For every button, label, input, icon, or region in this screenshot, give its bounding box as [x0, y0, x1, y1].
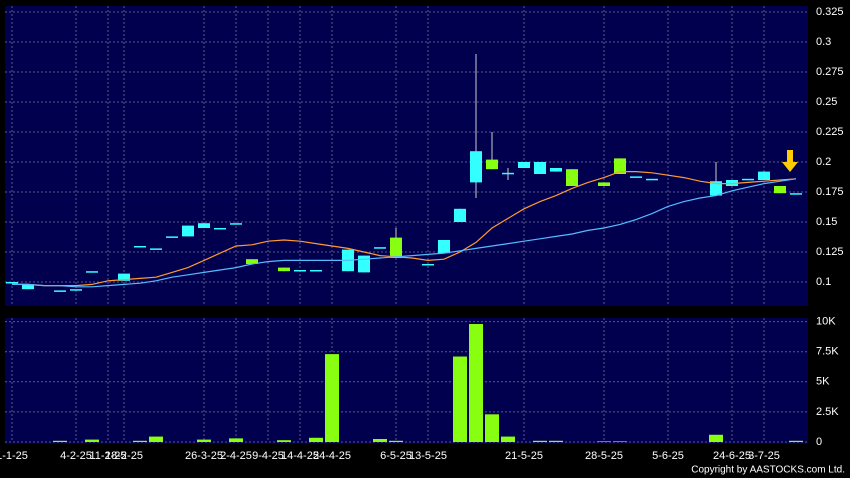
x-tick-label: 5-6-25	[652, 450, 684, 462]
candle-body	[566, 169, 578, 186]
volume-bar	[469, 324, 483, 442]
y-tick-label: 7.5K	[816, 346, 839, 358]
x-tick-label: 14-4-25	[281, 450, 319, 462]
y-tick-label: 0.2	[816, 156, 831, 168]
x-tick-label: 3-7-25	[748, 450, 780, 462]
candle-body	[422, 264, 434, 266]
copyright: Copyright by AASTOCKS.com Ltd.	[691, 465, 845, 476]
y-tick-label: 5K	[816, 376, 830, 388]
y-tick-label: 0.125	[816, 246, 844, 258]
volume-bar	[85, 439, 99, 442]
x-tick-label: 26-3-25	[185, 450, 223, 462]
x-tick-label: 28-5-25	[585, 450, 623, 462]
candle-body	[6, 282, 18, 284]
volume-bar	[133, 440, 147, 442]
candle-body	[614, 158, 626, 174]
x-tick-label: 4-2-25	[60, 450, 92, 462]
candle-body	[182, 225, 194, 237]
volume-bar	[533, 440, 547, 442]
volume-bar	[389, 440, 403, 442]
volume-bar	[501, 436, 515, 442]
volume-bar	[597, 441, 611, 442]
candle-body	[390, 237, 402, 258]
candle-body	[134, 246, 146, 248]
y-tick-label: 0.275	[816, 66, 844, 78]
moving-average-line	[12, 171, 797, 287]
volume-bar	[149, 436, 163, 442]
candle-body	[374, 247, 386, 249]
x-tick-label: 9-4-25	[252, 450, 284, 462]
candle-body	[230, 223, 242, 225]
candle-body	[438, 240, 450, 254]
y-tick-label: 0.325	[816, 6, 844, 18]
volume-bar	[613, 441, 627, 442]
candle-body	[470, 151, 482, 183]
candle-body	[630, 176, 642, 178]
y-tick-label: 0.225	[816, 126, 844, 138]
y-tick-label: 10K	[816, 316, 836, 328]
x-tick-label: 21-5-25	[505, 450, 543, 462]
candle-body	[550, 168, 562, 172]
volume-bar	[373, 438, 387, 442]
y-tick-label: 0	[816, 436, 822, 448]
candle-body	[294, 270, 306, 272]
price-panel	[5, 6, 808, 306]
candle-body	[454, 208, 466, 222]
y-tick-label: 2.5K	[816, 406, 839, 418]
y-tick-label: 0.3	[816, 36, 831, 48]
x-tick-label: 11-2-25	[89, 450, 126, 462]
x-tick-label: 2-4-25	[220, 450, 252, 462]
x-tick-label: 24-6-25	[713, 450, 751, 462]
arrow-icon	[782, 150, 798, 172]
candle-body	[646, 178, 658, 181]
candle-body	[534, 162, 546, 174]
x-tick-label: 24-4-25	[313, 450, 351, 462]
candle-body	[214, 228, 226, 230]
candle-body	[486, 159, 498, 170]
x-tick-label: 18-2-25	[105, 450, 143, 462]
x-tick-label: 6-5-25	[380, 450, 412, 462]
volume-bar	[485, 414, 499, 442]
volume-bar	[453, 356, 467, 442]
candle-body	[518, 162, 530, 168]
candle-body	[150, 248, 162, 250]
candle-body	[502, 172, 514, 175]
volume-bar	[197, 439, 211, 442]
volume-bar	[229, 438, 243, 442]
candle-body	[774, 186, 786, 194]
volume-bar	[549, 440, 563, 442]
moving-average-line	[12, 178, 797, 288]
y-tick-label: 0.175	[816, 186, 844, 198]
y-tick-label: 0.25	[816, 96, 837, 108]
volume-bar	[789, 440, 803, 442]
candle-body	[790, 193, 802, 195]
candle-body	[198, 223, 210, 228]
candle-body	[54, 290, 66, 292]
candle-body	[758, 171, 770, 180]
candle-body	[598, 182, 610, 186]
volume-bar	[53, 440, 67, 442]
candle-body	[742, 178, 754, 181]
x-tick-label: 13-5-25	[409, 450, 447, 462]
candle-body	[710, 181, 722, 196]
candle-body	[22, 284, 34, 290]
candle-body	[70, 289, 82, 291]
candle-body	[278, 267, 290, 272]
candle-body	[246, 259, 258, 264]
x-tick-label: 1-1-25	[0, 450, 28, 462]
volume-bar	[709, 434, 723, 442]
volume-bar	[277, 440, 291, 442]
volume-bar	[309, 437, 323, 442]
candle-body	[358, 255, 370, 273]
candle-body	[310, 270, 322, 272]
y-tick-label: 0.15	[816, 216, 837, 228]
volume-bar	[325, 354, 339, 442]
candle-body	[166, 236, 178, 238]
candle-body	[118, 273, 130, 281]
volume-panel	[5, 318, 808, 444]
y-tick-label: 0.1	[816, 276, 831, 288]
candle-body	[86, 271, 98, 273]
